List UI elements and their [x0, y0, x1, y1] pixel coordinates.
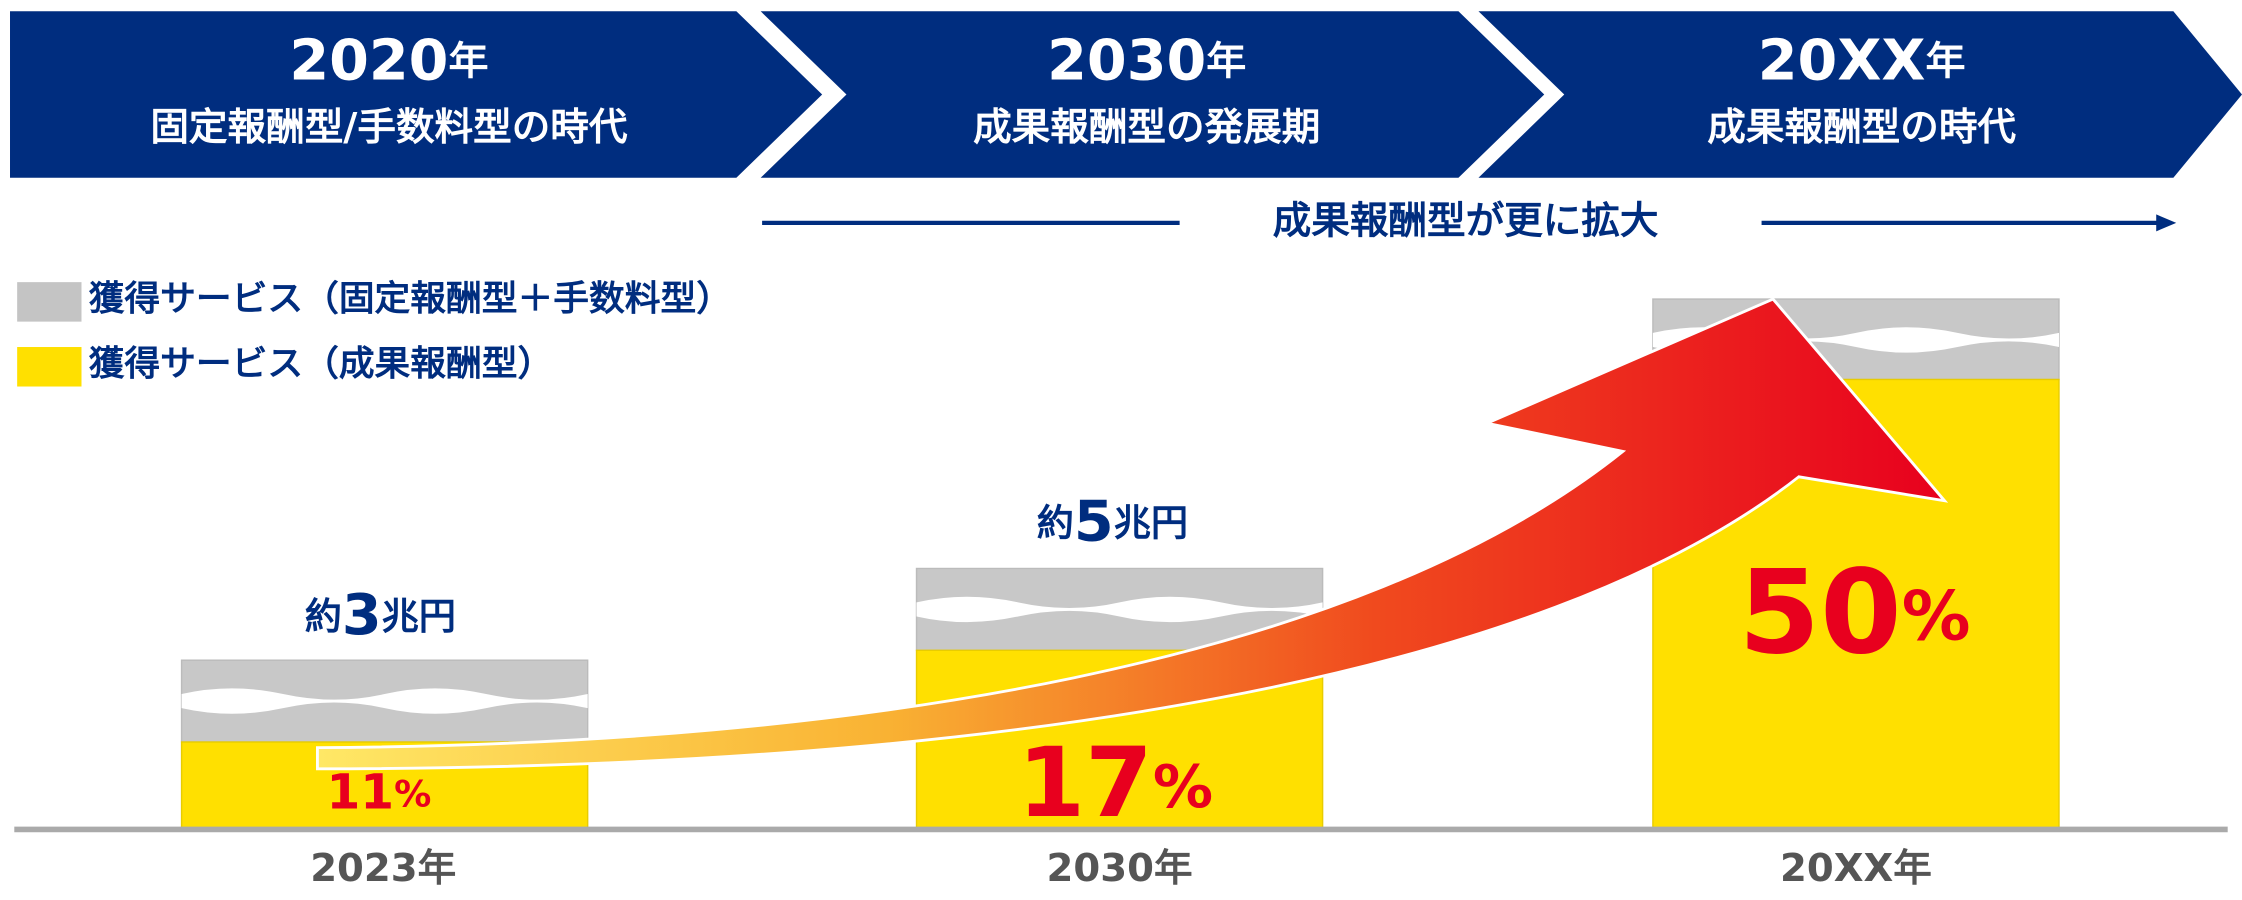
text-part: 17 [1018, 727, 1153, 839]
bar-label: 20XX年 [1780, 846, 1932, 891]
text-part: 50 [1739, 546, 1902, 680]
bar-label: 2030年 [1047, 846, 1193, 891]
stage-chevron [760, 11, 1545, 178]
text-part: % [1902, 578, 1971, 656]
legend-label: 獲得サービス（成果報酬型） [89, 344, 554, 385]
stage-chevron [1478, 11, 2242, 178]
stage-label: 成果報酬型の時代 [1707, 105, 2016, 150]
growth-arrow [315, 297, 1949, 771]
text-part: % [394, 772, 431, 815]
text-part: 11 [326, 765, 394, 821]
stage-label: 固定報酬型/手数料型の時代 [150, 105, 628, 150]
trend-arrowhead [2156, 214, 2177, 232]
bar-share: 17% [1018, 727, 1213, 839]
stage-year: 2030年 [1047, 27, 1246, 93]
wave [181, 688, 588, 714]
text-part: 兆円 [1114, 501, 1188, 544]
text-part: 約 [1037, 501, 1074, 544]
bar-share: 50% [1739, 546, 1971, 680]
text-part: 約 [305, 595, 342, 638]
stage-year: 20XX年 [1758, 27, 1966, 93]
stage-label: 成果報酬型の発展期 [973, 105, 1320, 150]
text-part: 年 [448, 38, 488, 84]
bar-share: 11% [326, 765, 431, 821]
legend-swatch [17, 347, 82, 387]
stage-year: 2020年 [289, 27, 488, 93]
wave [916, 596, 1323, 623]
text-part: % [1153, 753, 1213, 822]
text-part: 3 [342, 582, 382, 648]
text-part: 年 [1926, 38, 1966, 84]
stage-chevron [10, 11, 823, 178]
text-part: 2030 [1047, 27, 1206, 93]
legend-swatch [17, 282, 82, 322]
text-part: 2020 [289, 27, 448, 93]
bar-total: 約5兆円 [1037, 489, 1188, 555]
text-part: 年 [1206, 38, 1246, 84]
text-part: 5 [1074, 489, 1114, 555]
bar-label: 2023年 [310, 846, 456, 891]
bar-total: 約3兆円 [305, 582, 456, 648]
text-part: 20XX [1758, 27, 1926, 93]
text-part: 兆円 [382, 595, 456, 638]
legend-label: 獲得サービス（固定報酬型＋手数料型） [89, 279, 732, 320]
trend-label: 成果報酬型が更に拡大 [1273, 199, 1659, 244]
